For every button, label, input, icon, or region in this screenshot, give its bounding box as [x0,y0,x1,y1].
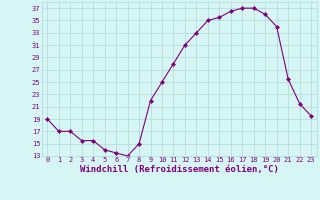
X-axis label: Windchill (Refroidissement éolien,°C): Windchill (Refroidissement éolien,°C) [80,165,279,174]
